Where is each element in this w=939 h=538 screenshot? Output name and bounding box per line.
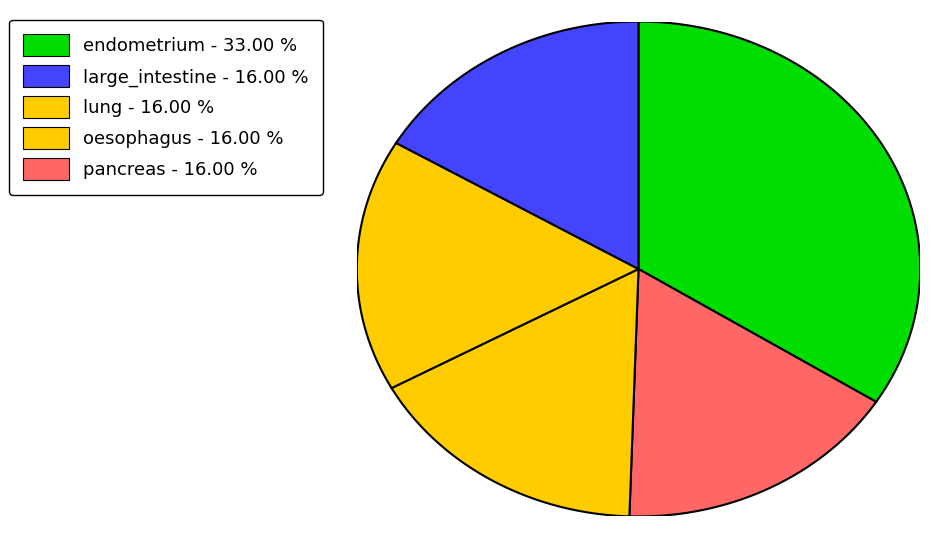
Polygon shape [629,269,876,516]
Legend: endometrium - 33.00 %, large_intestine - 16.00 %, lung - 16.00 %, oesophagus - 1: endometrium - 33.00 %, large_intestine -… [9,20,323,195]
Polygon shape [357,143,639,388]
Polygon shape [392,269,639,516]
Polygon shape [639,22,920,402]
Polygon shape [396,22,639,269]
